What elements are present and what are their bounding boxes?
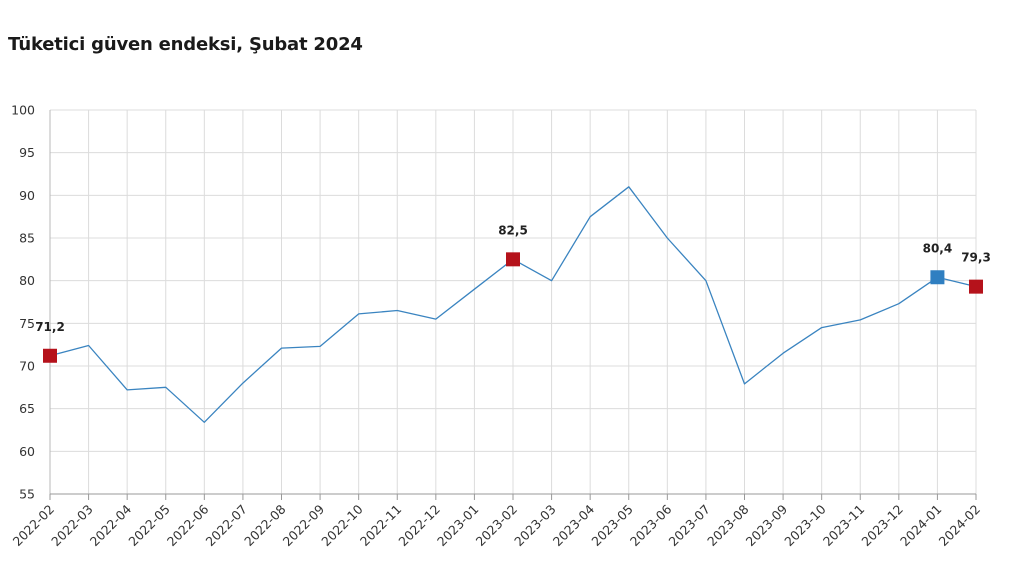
y-tick-label: 95 bbox=[19, 145, 35, 160]
chart-title: Tüketici güven endeksi, Şubat 2024 bbox=[8, 34, 363, 55]
x-tick-label: 2023-10 bbox=[781, 501, 829, 549]
y-tick-label: 80 bbox=[19, 273, 35, 288]
x-tick-label: 2023-06 bbox=[627, 501, 675, 549]
data-label: 80,4 bbox=[923, 241, 953, 255]
x-tick-label: 2023-09 bbox=[743, 501, 791, 549]
x-tick-label: 2023-11 bbox=[820, 502, 868, 550]
x-tick-label: 2023-12 bbox=[858, 502, 906, 550]
x-tick-label: 2022-07 bbox=[202, 502, 250, 550]
x-tick-label: 2022-12 bbox=[395, 502, 443, 550]
x-tick-label: 2023-03 bbox=[511, 502, 559, 550]
x-tick-label: 2022-03 bbox=[48, 502, 96, 550]
x-tick-label: 2024-01 bbox=[897, 502, 945, 550]
x-tick-label: 2022-11 bbox=[357, 502, 405, 550]
y-tick-label: 60 bbox=[19, 444, 35, 459]
y-tick-label: 100 bbox=[11, 103, 35, 118]
x-tick-label: 2023-04 bbox=[550, 501, 598, 549]
highlight-marker bbox=[43, 348, 57, 363]
y-tick-label: 85 bbox=[19, 231, 35, 246]
y-tick-label: 65 bbox=[19, 401, 35, 416]
y-tick-label: 75 bbox=[19, 316, 35, 331]
x-tick-label: 2022-08 bbox=[241, 501, 289, 549]
y-tick-label: 70 bbox=[19, 359, 35, 374]
x-tick-label: 2023-08 bbox=[704, 501, 752, 549]
y-tick-label: 55 bbox=[19, 487, 35, 502]
x-tick-label: 2024-02 bbox=[936, 502, 984, 550]
y-tick-label: 90 bbox=[19, 188, 35, 203]
x-tick-label: 2023-07 bbox=[665, 502, 713, 550]
data-label: 79,3 bbox=[961, 251, 991, 265]
x-tick-label: 2023-02 bbox=[473, 502, 521, 550]
data-label: 71,2 bbox=[35, 320, 65, 334]
x-tick-label: 2023-05 bbox=[588, 502, 636, 550]
x-tick-label: 2022-06 bbox=[164, 501, 212, 549]
x-tick-label: 2022-02 bbox=[10, 502, 58, 550]
highlight-marker bbox=[506, 252, 520, 267]
highlight-marker bbox=[930, 270, 945, 285]
x-tick-label: 2022-09 bbox=[280, 501, 328, 549]
data-label: 82,5 bbox=[498, 223, 528, 237]
x-tick-label: 2022-10 bbox=[318, 501, 366, 549]
x-tick-label: 2022-04 bbox=[87, 501, 135, 549]
x-tick-label: 2023-01 bbox=[434, 502, 482, 550]
highlight-marker bbox=[969, 279, 983, 294]
x-tick-label: 2022-05 bbox=[125, 502, 173, 550]
